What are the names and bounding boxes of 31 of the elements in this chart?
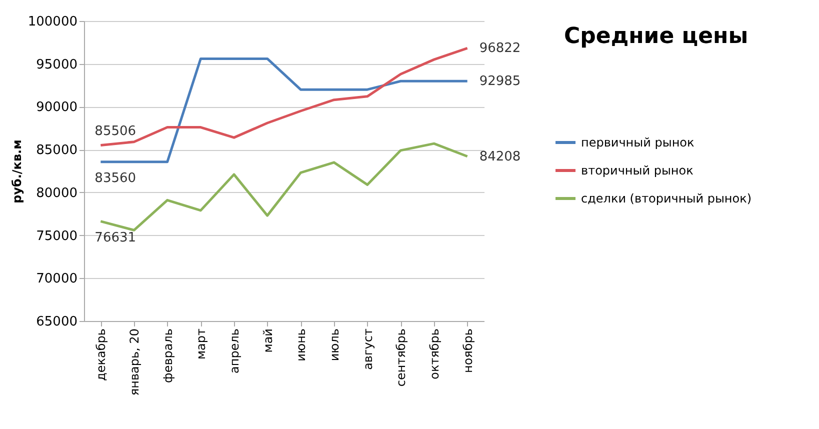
x-tick-label: май — [260, 328, 275, 353]
annotation: 83560 — [94, 170, 136, 186]
x-tick-label: июнь — [294, 328, 308, 362]
x-tick-label: декабрь — [94, 328, 108, 381]
x-tick-label: январь, 20 — [128, 328, 142, 396]
y-axis-title: руб./кв.м — [10, 140, 24, 204]
annotation: 85506 — [94, 124, 136, 140]
y-tick-label: 95000 — [36, 57, 78, 72]
y-tick-label: 70000 — [36, 272, 78, 287]
annotation: 84208 — [479, 149, 521, 164]
text: Средние цены — [564, 24, 748, 49]
x-tick-label: август — [360, 328, 375, 370]
x-tick-label: февраль — [160, 328, 175, 383]
x-tick-label: сентябрь — [394, 328, 408, 387]
y-tick-label: 65000 — [36, 314, 78, 330]
y-tick-label: 100000 — [28, 14, 78, 30]
legend-label: вторичный рынок — [581, 164, 694, 178]
y-tick-label: 75000 — [36, 228, 78, 244]
x-tick-label: апрель — [228, 328, 242, 374]
x-tick-label: ноябрь — [460, 328, 475, 373]
y-tick-label: 85000 — [36, 143, 78, 158]
y-tick-label: 80000 — [36, 186, 78, 201]
x-tick-label: март — [194, 328, 208, 360]
x-tick-label: октябрь — [428, 328, 442, 380]
legend-label: первичный рынок — [581, 136, 694, 150]
annotation: 96822 — [479, 41, 521, 56]
legend-label: сделки (вторичный рынок) — [581, 192, 752, 206]
y-tick-label: 90000 — [36, 100, 78, 116]
x-tick-label: июль — [328, 328, 342, 362]
annotation: 92985 — [479, 74, 521, 90]
annotation: 76631 — [94, 230, 136, 246]
